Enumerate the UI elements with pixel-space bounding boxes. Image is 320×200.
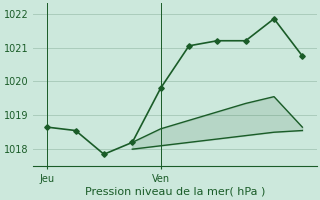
X-axis label: Pression niveau de la mer( hPa ): Pression niveau de la mer( hPa ) (84, 187, 265, 197)
